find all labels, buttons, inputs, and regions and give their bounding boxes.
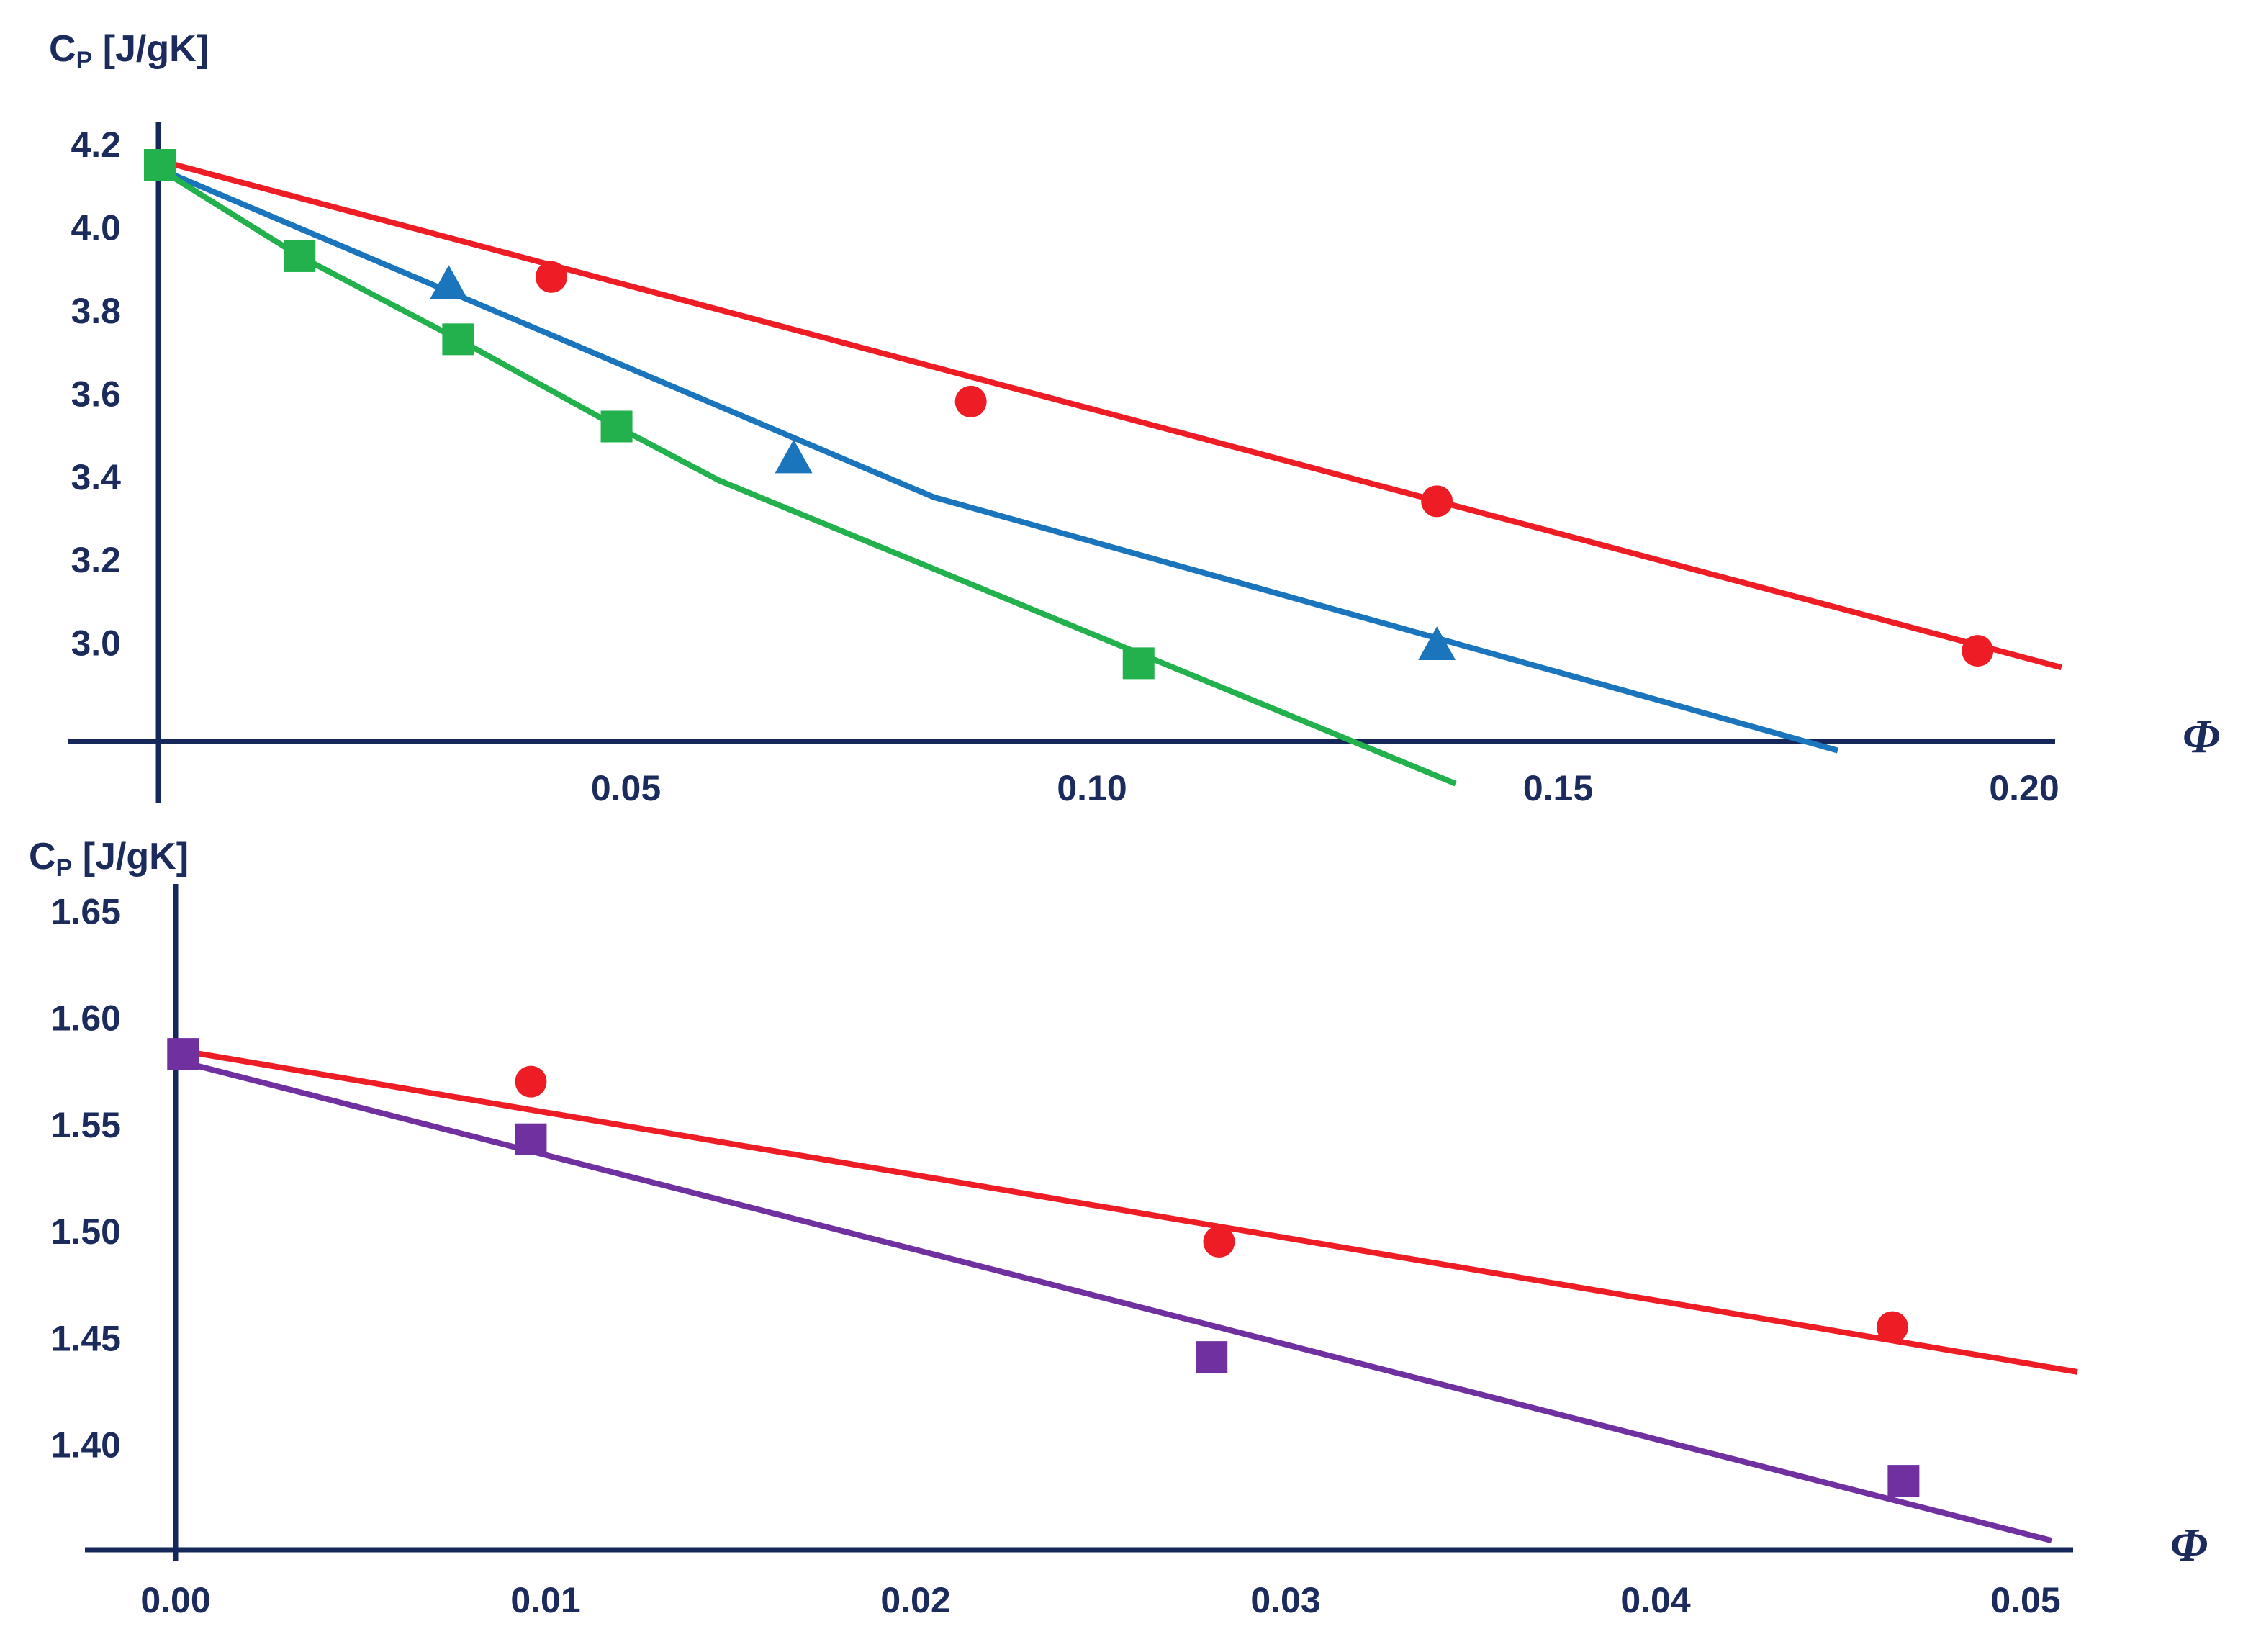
x-tick-label: 0.00 xyxy=(140,1580,210,1620)
data-point-circle xyxy=(1962,635,1994,667)
y-tick-label: 1.60 xyxy=(51,998,121,1039)
y-tick-label: 1.40 xyxy=(51,1425,121,1466)
y-axis-title: CP [J/gK] xyxy=(29,836,189,882)
y-axis-title-unit: [J/gK] xyxy=(72,836,189,877)
data-point-circle xyxy=(535,261,567,293)
x-axis-title: Φ xyxy=(2183,710,2220,763)
top-panel: CP [J/gK] Φ 0.05 0.10 0.15 0.20 4.2 4.0 3.8 3.6 3.… xyxy=(49,28,2220,808)
series-line-triangle xyxy=(158,166,1839,754)
data-point-square xyxy=(284,240,316,272)
y-tick-label: 3.2 xyxy=(71,540,121,580)
x-tick-label: 0.10 xyxy=(1057,768,1127,808)
y-tick-label: 4.0 xyxy=(71,208,121,248)
y-axis-title-symbol: C xyxy=(49,28,76,70)
y-axis-title-unit: [J/gK] xyxy=(92,28,209,70)
x-axis-title: Φ xyxy=(2170,1519,2208,1571)
y-tick-label: 3.6 xyxy=(71,374,121,414)
data-point-triangle xyxy=(775,439,813,474)
x-tick-label: 0.05 xyxy=(591,768,661,808)
data-point-square xyxy=(1122,647,1155,680)
data-point-square xyxy=(442,323,474,356)
data-point-square xyxy=(1887,1465,1920,1497)
bottom-panel: CP [J/gK] Φ 0.00 0.01 0.02 0.03 0.04 0.05 1.65 1.… xyxy=(29,836,2208,1620)
y-tick-label: 1.65 xyxy=(51,891,121,931)
data-point-square xyxy=(1196,1341,1228,1373)
data-point-square xyxy=(167,1038,199,1070)
data-point-square xyxy=(515,1123,547,1155)
y-tick-label: 1.55 xyxy=(51,1105,121,1145)
y-tick-label: 1.45 xyxy=(51,1318,121,1358)
x-tick-label: 0.02 xyxy=(880,1580,950,1620)
y-tick-label: 1.50 xyxy=(51,1211,121,1252)
y-axis-title-subscript: P xyxy=(56,854,73,882)
y-tick-label: 3.4 xyxy=(71,457,121,497)
series-line-square xyxy=(158,166,1457,787)
y-axis-title: CP [J/gK] xyxy=(49,28,209,74)
data-point-circle xyxy=(1876,1311,1908,1343)
data-point-circle xyxy=(954,385,987,417)
data-point-triangle xyxy=(1418,626,1456,661)
x-tick-label: 0.15 xyxy=(1523,768,1593,808)
x-tick-label: 0.03 xyxy=(1250,1580,1320,1620)
data-point-circle xyxy=(1421,485,1453,518)
data-point-square xyxy=(144,149,176,181)
series-line-circle xyxy=(158,158,2062,671)
x-tick-label: 0.20 xyxy=(1989,768,2059,808)
series-line-circle xyxy=(175,1047,2078,1375)
x-tick-label: 0.05 xyxy=(1990,1580,2060,1620)
data-point-circle xyxy=(1203,1226,1235,1258)
data-point-circle xyxy=(515,1065,547,1098)
y-tick-label: 3.8 xyxy=(71,291,121,331)
y-axis-title-subscript: P xyxy=(76,47,93,74)
data-point-triangle xyxy=(430,265,468,299)
x-tick-label: 0.04 xyxy=(1620,1580,1691,1620)
y-tick-label: 3.0 xyxy=(71,623,121,664)
series-line-square xyxy=(175,1057,2052,1543)
y-tick-label: 4.2 xyxy=(71,125,121,165)
x-tick-label: 0.01 xyxy=(510,1580,580,1620)
y-axis-title-symbol: C xyxy=(29,836,56,877)
data-point-square xyxy=(600,410,633,443)
